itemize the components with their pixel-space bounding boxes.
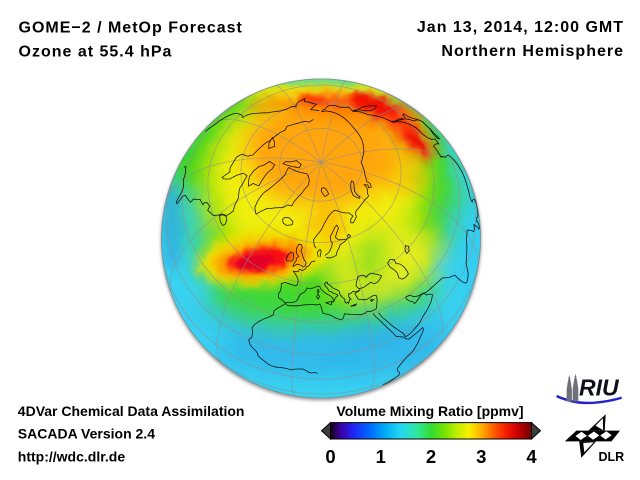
svg-text:3: 3 <box>476 446 486 467</box>
svg-text:2: 2 <box>426 446 436 467</box>
svg-text:Ozone at 55.4 hPa: Ozone at 55.4 hPa <box>19 44 173 61</box>
svg-text:4: 4 <box>526 446 537 467</box>
svg-text:Northern Hemisphere: Northern Hemisphere <box>441 43 624 60</box>
svg-text:0: 0 <box>325 446 335 467</box>
svg-text:Jan 13, 2014, 12:00 GMT: Jan 13, 2014, 12:00 GMT <box>417 19 624 36</box>
svg-text:DLR: DLR <box>599 450 625 464</box>
svg-text:GOME−2 / MetOp Forecast: GOME−2 / MetOp Forecast <box>19 19 243 36</box>
svg-text:http://wdc.dlr.de: http://wdc.dlr.de <box>18 448 126 464</box>
svg-text:1: 1 <box>376 446 386 467</box>
svg-text:4DVar Chemical Data Assimilati: 4DVar Chemical Data Assimilation <box>18 403 245 419</box>
svg-text:Volume Mixing Ratio [ppmv]: Volume Mixing Ratio [ppmv] <box>336 403 523 419</box>
svg-text:SACADA Version 2.4: SACADA Version 2.4 <box>18 426 155 442</box>
svg-text:RIU: RIU <box>579 374 620 400</box>
